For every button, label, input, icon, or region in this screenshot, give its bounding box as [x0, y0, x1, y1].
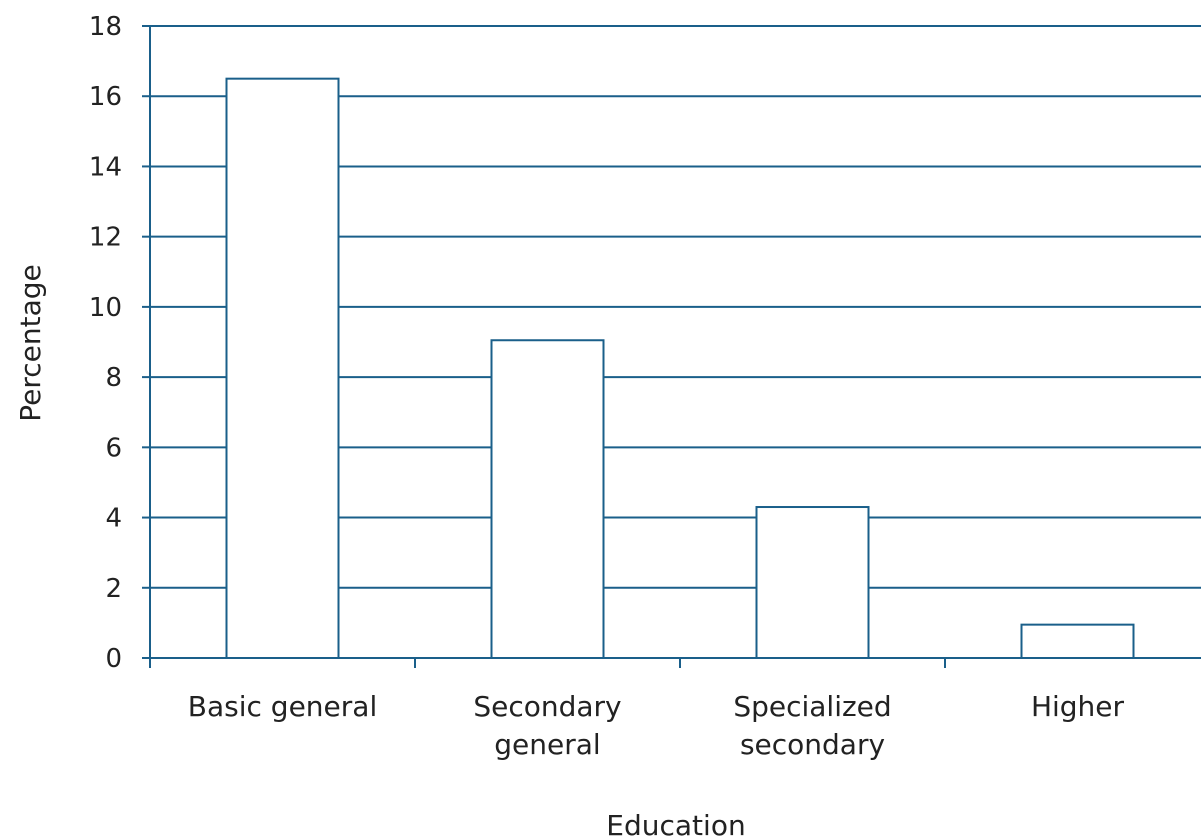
axes [142, 25, 1201, 668]
x-category-label-line: Basic general [188, 690, 377, 723]
y-tick-label: 6 [105, 433, 122, 463]
x-category-label: Secondary general [473, 690, 621, 761]
y-tick-label: 8 [105, 363, 122, 393]
x-category-label: Basic general [188, 690, 377, 723]
x-category-label-line: general [494, 728, 600, 761]
bar [490, 339, 605, 659]
bar [755, 506, 870, 659]
y-tick-label: 12 [89, 223, 122, 253]
x-category-label-line: secondary [740, 728, 885, 761]
x-category-label: Higher [1031, 690, 1125, 723]
x-category-label-line: Specialized [733, 690, 891, 723]
x-category-labels: Basic general Secondary general Specialized… [188, 690, 1125, 761]
y-tick-label: 10 [89, 293, 122, 323]
bar [1020, 623, 1135, 660]
bars [225, 77, 1135, 660]
y-tick-label: 16 [89, 82, 122, 112]
y-tick-label: 18 [89, 12, 122, 42]
y-axis-title: Percentage [14, 264, 47, 422]
y-tick-labels: 0 2 4 6 8 10 12 14 16 18 [89, 12, 122, 674]
y-tick-label: 2 [105, 574, 122, 604]
x-category-label-line: Secondary [473, 690, 621, 723]
bar [225, 77, 340, 659]
x-axis-title: Education [606, 809, 745, 840]
x-category-label: Specialized secondary [733, 690, 891, 761]
y-tick-label: 4 [105, 504, 122, 534]
x-category-label-line: Higher [1031, 690, 1125, 723]
y-tick-label: 14 [89, 152, 122, 182]
y-tick-label: 0 [105, 644, 122, 674]
